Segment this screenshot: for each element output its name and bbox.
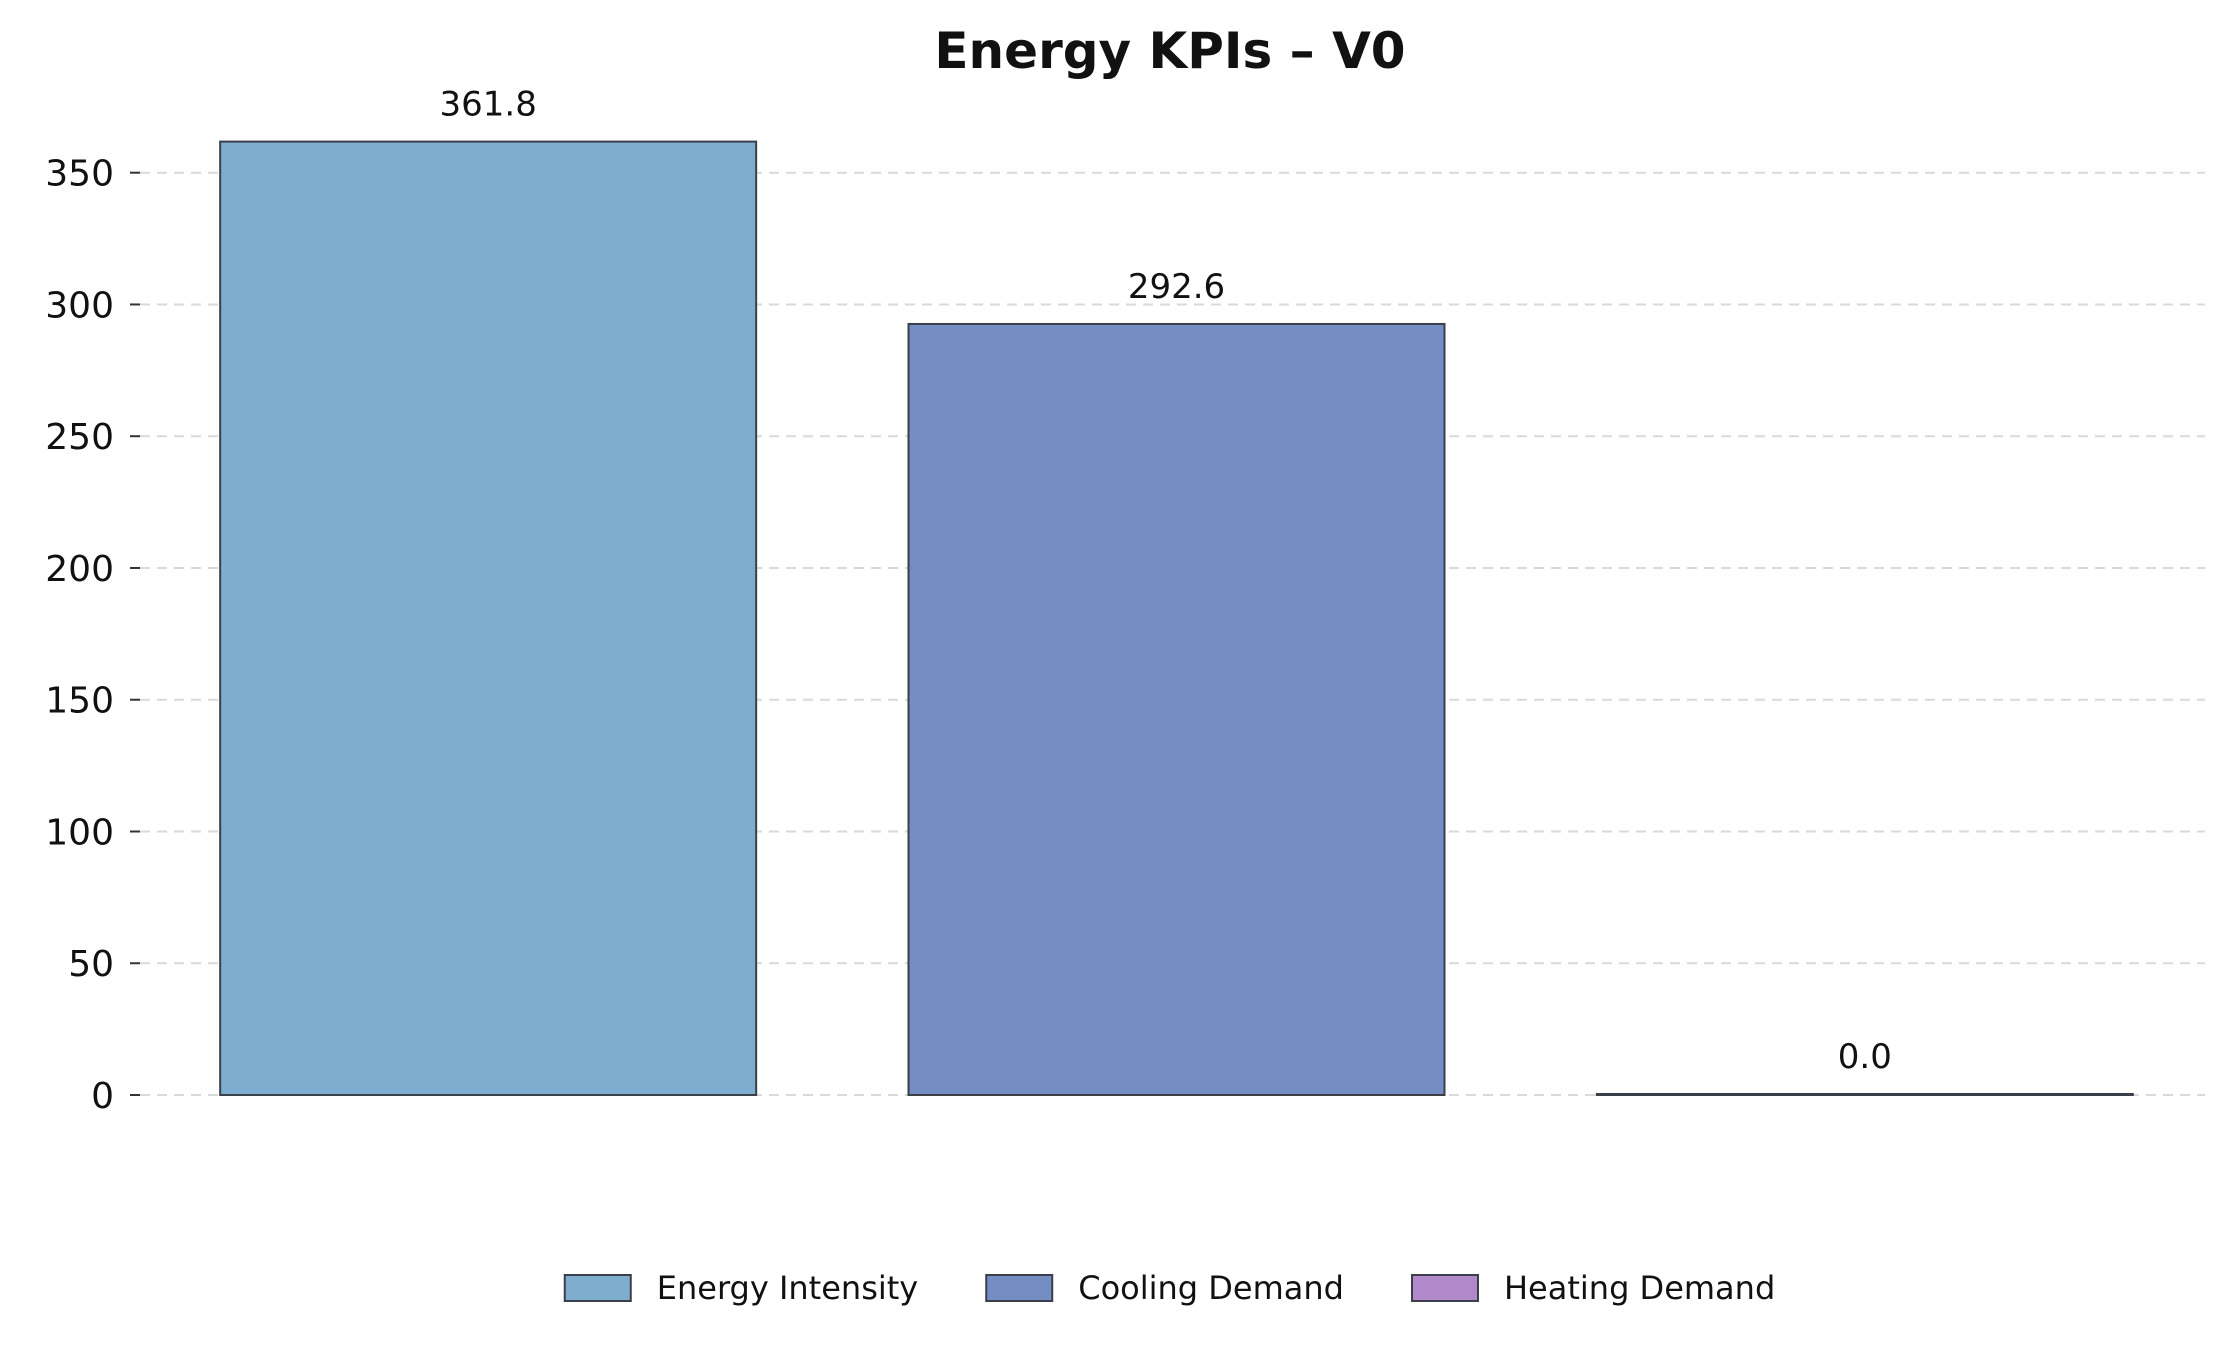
data-label: 292.6 bbox=[1128, 267, 1225, 307]
bar-1 bbox=[907, 322, 1446, 1096]
data-label: 361.8 bbox=[439, 85, 536, 125]
bars-layer bbox=[219, 140, 2134, 1097]
y-tick-label: 150 bbox=[45, 681, 114, 722]
y-axis: 0 50 100 150 200 250 300 350 bbox=[45, 154, 140, 1117]
y-tick-label: 50 bbox=[68, 944, 114, 985]
y-tick-label: 200 bbox=[45, 549, 114, 590]
y-tick-label: 250 bbox=[45, 417, 114, 458]
bar-2 bbox=[1595, 1093, 2134, 1096]
legend: Energy Intensity Cooling Demand Heating De… bbox=[563, 1269, 1775, 1307]
legend-label: Cooling Demand bbox=[1078, 1269, 1344, 1307]
legend-label: Heating Demand bbox=[1504, 1269, 1775, 1307]
legend-label: Energy Intensity bbox=[657, 1269, 918, 1307]
legend-swatch bbox=[1410, 1274, 1479, 1302]
bar-0 bbox=[219, 140, 758, 1097]
data-label: 0.0 bbox=[1838, 1037, 1892, 1077]
y-tick-label: 0 bbox=[91, 1076, 114, 1117]
chart-title: Energy KPIs – V0 bbox=[934, 22, 1405, 80]
legend-swatch bbox=[563, 1274, 632, 1302]
data-labels-layer: 361.8 292.6 0.0 bbox=[439, 85, 1891, 1077]
y-tick-label: 300 bbox=[45, 285, 114, 326]
y-tick-label: 350 bbox=[45, 154, 114, 195]
legend-swatch bbox=[985, 1274, 1054, 1302]
y-tick-label: 100 bbox=[45, 812, 114, 853]
